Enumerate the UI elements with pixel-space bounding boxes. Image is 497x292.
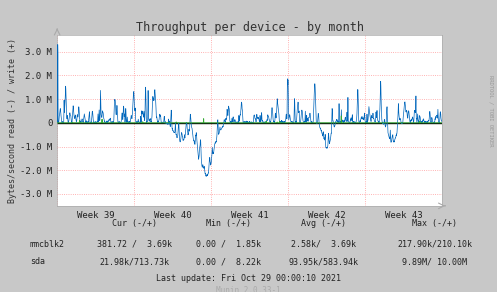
Text: Munin 2.0.33-1: Munin 2.0.33-1: [216, 286, 281, 292]
Text: sda: sda: [30, 257, 45, 266]
Text: 2.58k/  3.69k: 2.58k/ 3.69k: [291, 240, 355, 249]
Text: Last update: Fri Oct 29 00:00:10 2021: Last update: Fri Oct 29 00:00:10 2021: [156, 274, 341, 283]
Text: 381.72 /  3.69k: 381.72 / 3.69k: [97, 240, 171, 249]
Text: RRDTOOL / TOBI OETIKER: RRDTOOL / TOBI OETIKER: [489, 75, 494, 147]
Text: 21.98k/713.73k: 21.98k/713.73k: [99, 257, 169, 266]
Text: 93.95k/583.94k: 93.95k/583.94k: [288, 257, 358, 266]
Text: 0.00 /  1.85k: 0.00 / 1.85k: [196, 240, 261, 249]
Y-axis label: Bytes/second read (-) / write (+): Bytes/second read (-) / write (+): [8, 38, 17, 203]
Text: 217.90k/210.10k: 217.90k/210.10k: [398, 240, 472, 249]
Text: Max (-/+): Max (-/+): [413, 219, 457, 228]
Title: Throughput per device - by month: Throughput per device - by month: [136, 21, 364, 34]
Text: 0.00 /  8.22k: 0.00 / 8.22k: [196, 257, 261, 266]
Text: Avg (-/+): Avg (-/+): [301, 219, 345, 228]
Text: Cur (-/+): Cur (-/+): [112, 219, 157, 228]
Text: 9.89M/ 10.00M: 9.89M/ 10.00M: [403, 257, 467, 266]
Text: Min (-/+): Min (-/+): [206, 219, 251, 228]
Text: mmcblk2: mmcblk2: [30, 240, 65, 249]
